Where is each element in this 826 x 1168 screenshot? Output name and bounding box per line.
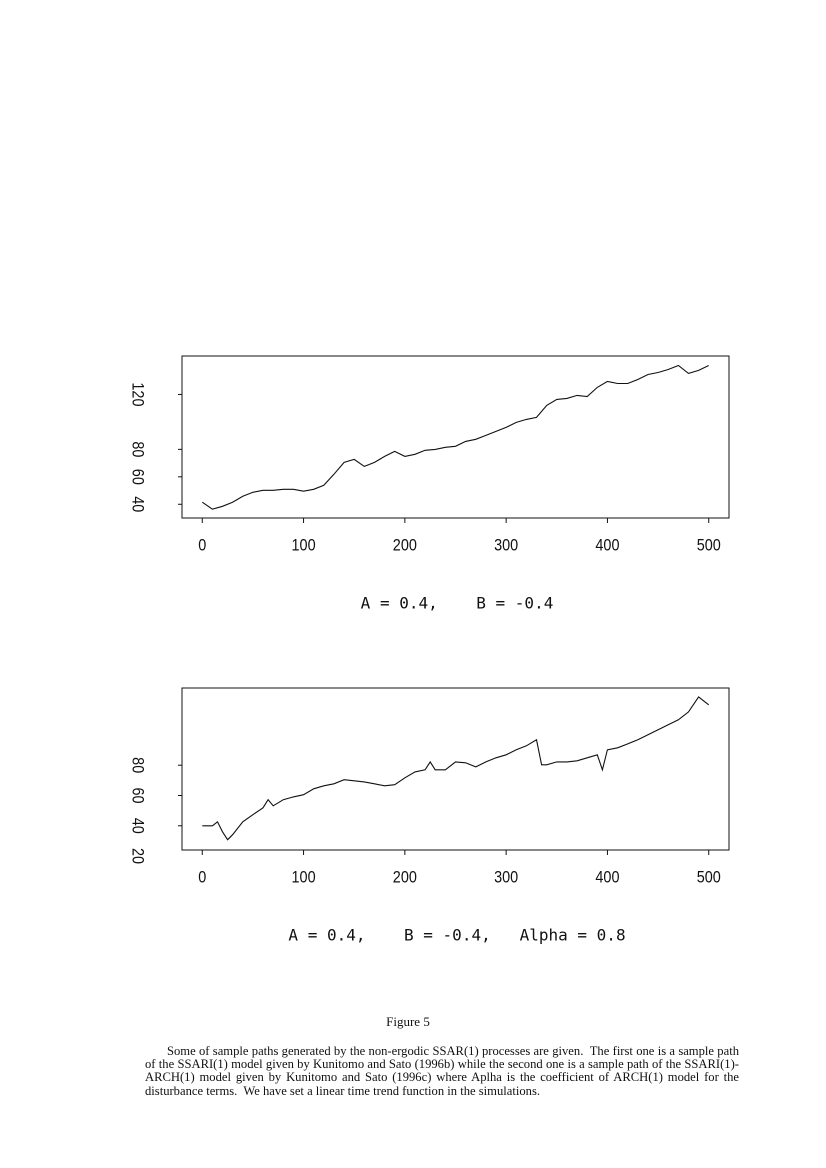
x-tick-label: 300 xyxy=(494,868,518,886)
y-tick-group: 60 xyxy=(128,469,146,485)
x-tick-group: 200 xyxy=(393,868,417,886)
x-tick-group: 100 xyxy=(292,536,316,554)
x-tick-group: 400 xyxy=(595,868,619,886)
series-line xyxy=(201,364,709,510)
y-tick-label: 60 xyxy=(128,469,146,485)
x-tick-label: 200 xyxy=(393,536,417,554)
y-tick-label: 80 xyxy=(128,441,146,457)
y-tick-group: 80 xyxy=(128,441,146,457)
y-tick-group: 120 xyxy=(128,382,146,406)
x-tick-label: 400 xyxy=(595,536,619,554)
y-tick-label: 60 xyxy=(128,787,146,803)
y-tick-group: 20 xyxy=(128,848,146,864)
x-tick-label: 400 xyxy=(595,868,619,886)
x-tick-label: 200 xyxy=(393,868,417,886)
figure-label: Figure 5 xyxy=(386,1014,430,1029)
y-tick-label: 20 xyxy=(128,848,146,864)
x-tick-group: 200 xyxy=(393,536,417,554)
plot-frame xyxy=(181,355,730,519)
chart-subtitle: A = 0.4, B = -0.4 xyxy=(361,594,554,613)
plot-frame xyxy=(181,687,730,851)
x-tick-label: 300 xyxy=(494,536,518,554)
x-tick-group: 300 xyxy=(494,868,518,886)
x-tick-label: 100 xyxy=(292,868,316,886)
y-tick-label: 80 xyxy=(128,757,146,773)
x-tick-group: 500 xyxy=(697,536,721,554)
x-tick-group: 300 xyxy=(494,536,518,554)
chart-subtitle: A = 0.4, B = -0.4, Alpha = 0.8 xyxy=(288,926,625,945)
x-tick-label: 500 xyxy=(697,868,721,886)
series-line xyxy=(202,696,710,841)
x-tick-group: 500 xyxy=(697,868,721,886)
x-tick-group: 400 xyxy=(595,536,619,554)
y-tick-label: 120 xyxy=(128,382,146,406)
figure-caption: Some of sample paths generated by the no… xyxy=(145,1044,743,1098)
x-tick-label: 500 xyxy=(697,536,721,554)
x-tick-group: 100 xyxy=(292,868,316,886)
y-tick-group: 40 xyxy=(128,496,146,512)
y-tick-label: 40 xyxy=(128,496,146,512)
y-tick-group: 40 xyxy=(128,818,146,834)
x-tick-label: 0 xyxy=(198,868,206,886)
x-tick-label: 100 xyxy=(292,536,316,554)
y-tick-label: 40 xyxy=(128,818,146,834)
x-tick-group: 0 xyxy=(198,868,206,886)
y-tick-group: 60 xyxy=(128,787,146,803)
y-tick-group: 80 xyxy=(128,757,146,773)
x-tick-group: 0 xyxy=(198,536,206,554)
x-tick-label: 0 xyxy=(198,536,206,554)
